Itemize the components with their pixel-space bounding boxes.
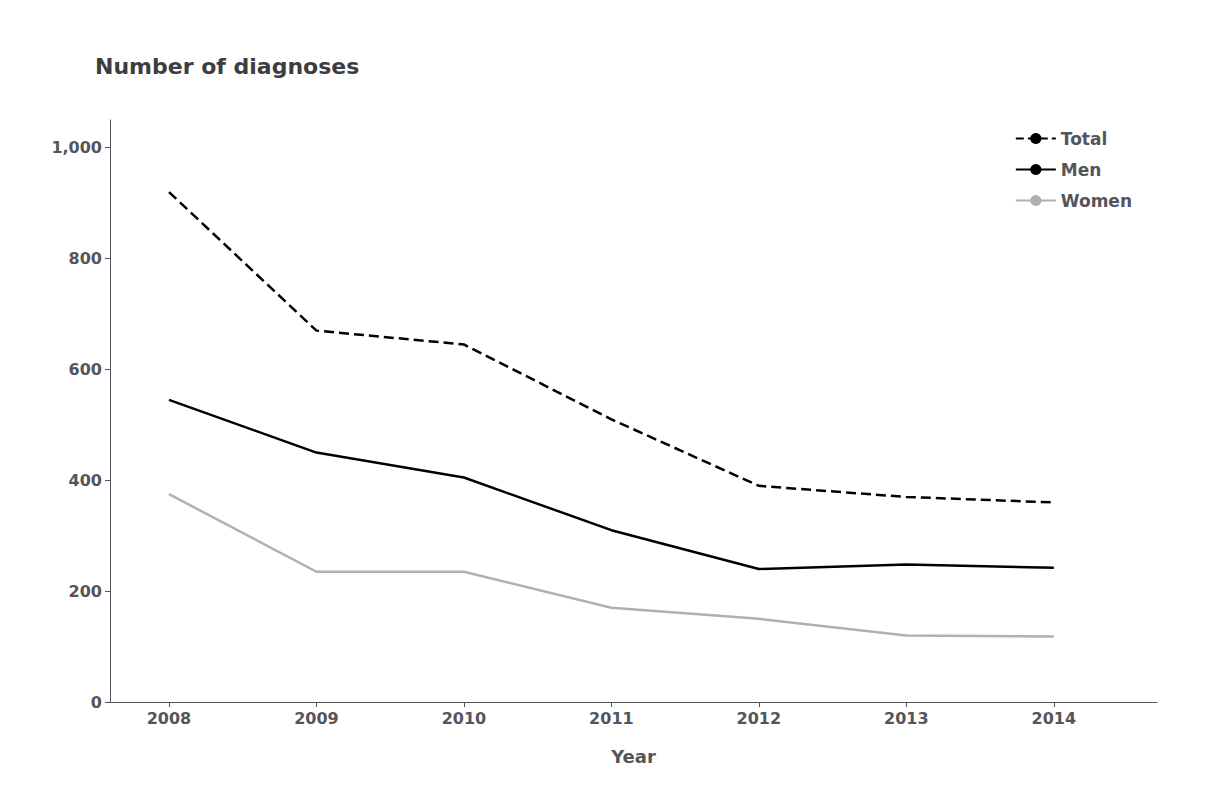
svg-text:Total: Total <box>1061 129 1107 149</box>
svg-text:Number of diagnoses: Number of diagnoses <box>95 54 359 79</box>
svg-text:2009: 2009 <box>294 709 339 728</box>
svg-text:Women: Women <box>1061 191 1132 211</box>
svg-text:Year: Year <box>610 746 656 767</box>
svg-text:600: 600 <box>69 360 102 379</box>
svg-text:2012: 2012 <box>737 709 782 728</box>
svg-text:200: 200 <box>69 582 102 601</box>
svg-text:2014: 2014 <box>1032 709 1077 728</box>
svg-text:2011: 2011 <box>589 709 634 728</box>
svg-text:0: 0 <box>91 693 102 712</box>
svg-text:1,000: 1,000 <box>51 138 102 157</box>
svg-text:Men: Men <box>1061 160 1102 180</box>
svg-text:2010: 2010 <box>442 709 487 728</box>
svg-text:2008: 2008 <box>147 709 192 728</box>
svg-text:800: 800 <box>69 249 102 268</box>
svg-text:400: 400 <box>69 471 102 490</box>
svg-text:2013: 2013 <box>884 709 929 728</box>
